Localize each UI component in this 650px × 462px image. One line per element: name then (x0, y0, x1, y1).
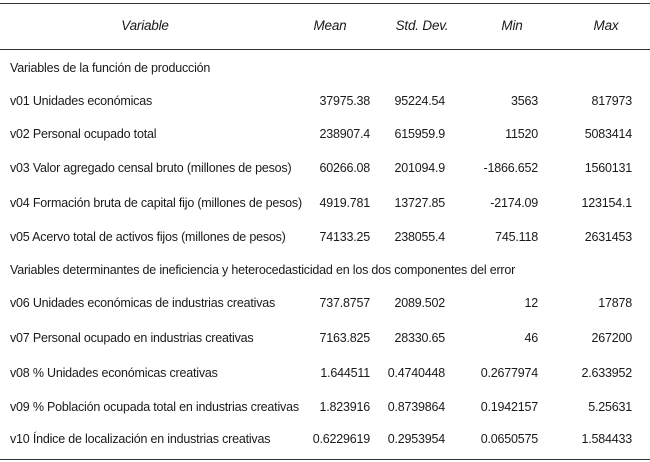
cell-std-dev: 13727.85 (394, 196, 445, 210)
table-row: v01 Unidades económicas 37975.38 95224.5… (0, 87, 650, 115)
bottom-rule (0, 459, 650, 460)
cell-mean: 4919.781 (319, 196, 370, 210)
cell-variable: v01 Unidades económicas (10, 94, 153, 108)
table-row: v07 Personal ocupado en industrias creat… (0, 324, 650, 352)
header-max: Max (593, 18, 619, 33)
table-row: v03 Valor agregado censal bruto (millone… (0, 154, 650, 182)
cell-variable: v02 Personal ocupado total (10, 127, 157, 141)
table-row: v06 Unidades económicas de industrias cr… (0, 289, 650, 317)
cell-min: 46 (524, 331, 538, 345)
cell-variable: v04 Formación bruta de capital fijo (mil… (10, 196, 302, 210)
cell-max: 5.25631 (588, 400, 632, 414)
table-row: v05 Acervo total de activos fijos (millo… (0, 223, 650, 251)
table-row: v10 Índice de localización en industrias… (0, 425, 650, 453)
top-rule (0, 3, 650, 4)
cell-std-dev: 28330.65 (394, 331, 445, 345)
table-row: v02 Personal ocupado total 238907.4 6159… (0, 120, 650, 148)
cell-variable: v08 % Unidades económicas creativas (10, 366, 218, 380)
cell-mean: 1.823916 (319, 400, 370, 414)
cell-max: 1.584433 (581, 432, 632, 446)
cell-variable: v05 Acervo total de activos fijos (millo… (10, 230, 286, 244)
cell-min: -2174.09 (490, 196, 538, 210)
header-variable: Variable (121, 18, 169, 33)
header-min: Min (501, 18, 523, 33)
cell-min: 12 (524, 296, 538, 310)
cell-mean: 238907.4 (319, 127, 370, 141)
cell-min: 745.118 (495, 230, 538, 244)
cell-std-dev: 0.2953954 (387, 432, 445, 446)
cell-max: 817973 (591, 94, 632, 108)
cell-max: 2631453 (584, 230, 632, 244)
cell-mean: 60266.08 (319, 161, 370, 175)
table-row: v08 % Unidades económicas creativas 1.64… (0, 359, 650, 387)
table-header-row: Variable Mean Std. Dev. Min Max (0, 12, 650, 40)
cell-max: 5083414 (584, 127, 632, 141)
cell-max: 123154.1 (581, 196, 632, 210)
cell-min: 0.1942157 (480, 400, 538, 414)
cell-min: 11520 (505, 127, 538, 141)
section-title-text: Variables de la función de producción (10, 61, 211, 75)
cell-std-dev: 238055.4 (394, 230, 445, 244)
cell-mean: 1.644511 (320, 366, 370, 380)
cell-variable: v03 Valor agregado censal bruto (millone… (10, 161, 292, 175)
cell-std-dev: 0.8739864 (387, 400, 445, 414)
cell-std-dev: 201094.9 (394, 161, 445, 175)
header-std-dev: Std. Dev. (395, 18, 449, 33)
cell-variable: v09 % Población ocupada total en industr… (10, 400, 299, 414)
cell-mean: 74133.25 (319, 230, 370, 244)
section-title-determinants: Variables determinantes de ineficiencia … (0, 256, 650, 284)
header-mean: Mean (313, 18, 347, 33)
cell-variable: v10 Índice de localización en industrias… (10, 432, 271, 446)
cell-mean: 737.8757 (319, 296, 370, 310)
cell-min: -1866.652 (483, 161, 539, 175)
cell-std-dev: 95224.54 (394, 94, 445, 108)
cell-std-dev: 615959.9 (394, 127, 445, 141)
table-row: v04 Formación bruta de capital fijo (mil… (0, 189, 650, 217)
cell-max: 2.633952 (581, 366, 632, 380)
cell-std-dev: 0.4740448 (387, 366, 445, 380)
cell-variable: v06 Unidades económicas de industrias cr… (10, 296, 276, 310)
header-rule (0, 49, 650, 50)
section-title-text: Variables determinantes de ineficiencia … (10, 263, 516, 277)
table-row: v09 % Población ocupada total en industr… (0, 393, 650, 421)
cell-variable: v07 Personal ocupado en industrias creat… (10, 331, 254, 345)
cell-max: 17878 (598, 296, 632, 310)
cell-min: 0.0650575 (480, 432, 538, 446)
section-title-production: Variables de la función de producción (0, 54, 650, 82)
cell-min: 3563 (510, 94, 538, 108)
cell-mean: 37975.38 (319, 94, 370, 108)
cell-std-dev: 2089.502 (394, 296, 445, 310)
cell-max: 1560131 (584, 161, 632, 175)
cell-max: 267200 (591, 331, 632, 345)
cell-min: 0.2677974 (480, 366, 538, 380)
cell-mean: 7163.825 (319, 331, 370, 345)
cell-mean: 0.6229619 (312, 432, 370, 446)
